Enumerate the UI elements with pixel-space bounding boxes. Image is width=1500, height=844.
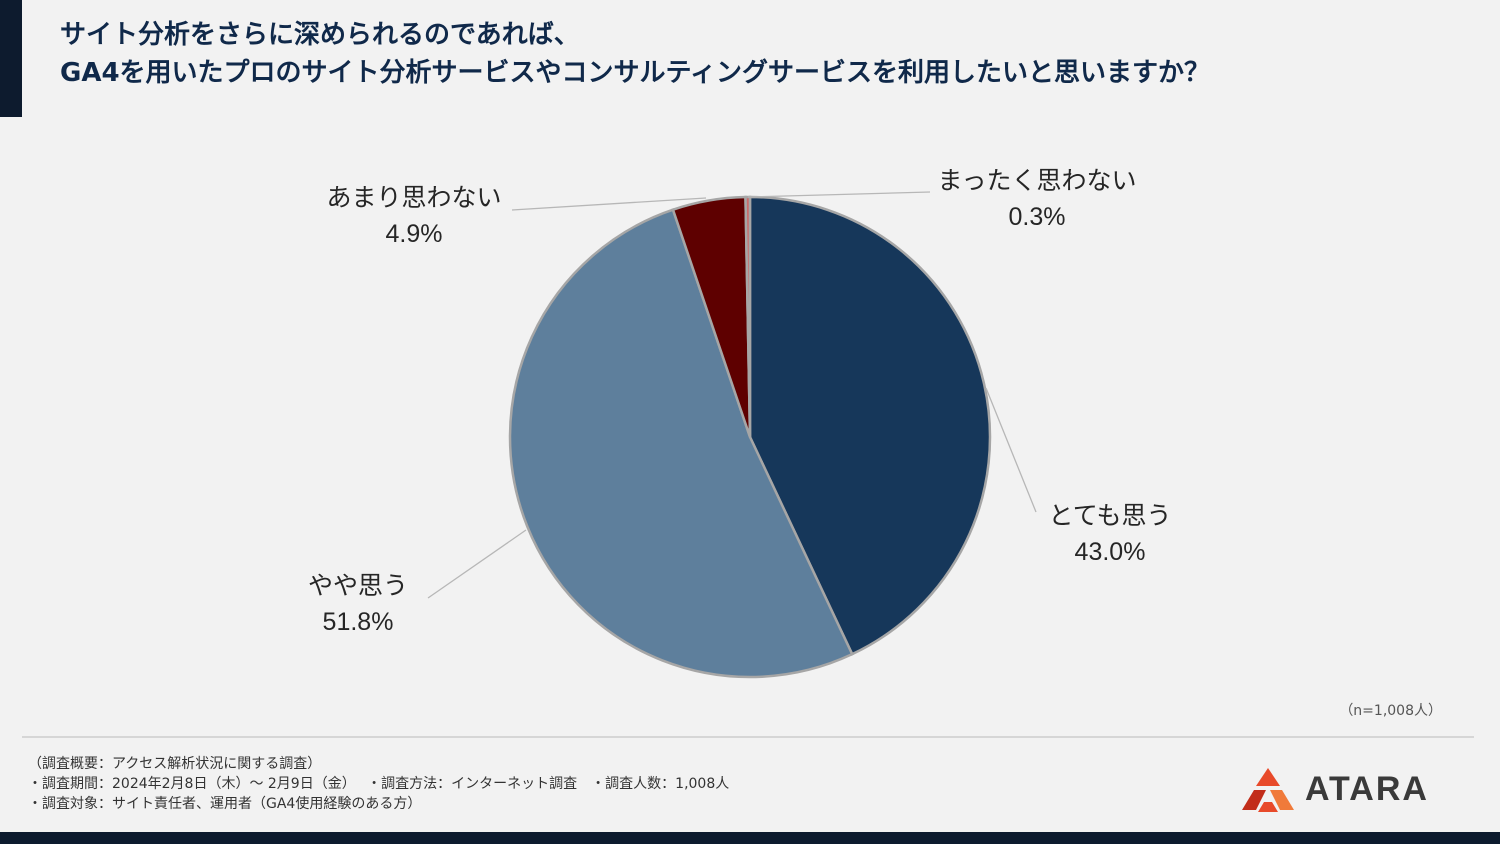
atara-logo-mark-icon (1242, 768, 1294, 812)
slice-value-4: 0.3% (1009, 203, 1066, 231)
slice-value-1: 43.0% (1075, 538, 1146, 566)
slice-label-1: とても思う (1048, 501, 1171, 530)
slice-label-2: やや思う (308, 571, 408, 600)
title-accent-bar (0, 0, 22, 117)
survey-target: ・調査対象：サイト責任者、運用者（GA4使用経験のある方） (28, 796, 422, 812)
pie-slice-2 (508, 208, 854, 679)
footer-divider (22, 736, 1474, 738)
survey-period-method: ・調査期間：2024年2月8日（木）～ 2月9日（金） ・調査方法：インターネッ… (28, 776, 730, 792)
leader-line-3 (511, 197, 707, 211)
sample-size-note: （n=1,008人） (1339, 703, 1442, 719)
slice-value-3: 4.9% (386, 220, 443, 248)
leader-line-2 (427, 529, 527, 599)
slice-value-2: 51.8% (323, 608, 394, 636)
page-title: サイト分析をさらに深められるのであれば、 GA4を用いたプロのサイト分析サービス… (60, 16, 1210, 92)
survey-notes: （調査概要：アクセス解析状況に関する調査） ・調査期間：2024年2月8日（木）… (28, 754, 729, 814)
survey-overview: （調査概要：アクセス解析状況に関する調査） (28, 756, 322, 772)
pie-slice-1 (748, 195, 992, 656)
title-line-2: GA4を用いたプロのサイト分析サービスやコンサルティングサービスを利用したいと思… (60, 58, 1210, 88)
title-line-1: サイト分析をさらに深められるのであれば、 (60, 20, 580, 50)
bottom-bar (0, 832, 1500, 844)
atara-logo: ATARA (1240, 766, 1450, 816)
slice-label-3: あまり思わない (326, 183, 501, 212)
atara-logo-text: ATARA (1305, 770, 1429, 808)
leader-line-1 (985, 387, 1037, 513)
leader-line-4 (747, 191, 931, 198)
slice-label-4: まったく思わない (937, 166, 1136, 195)
